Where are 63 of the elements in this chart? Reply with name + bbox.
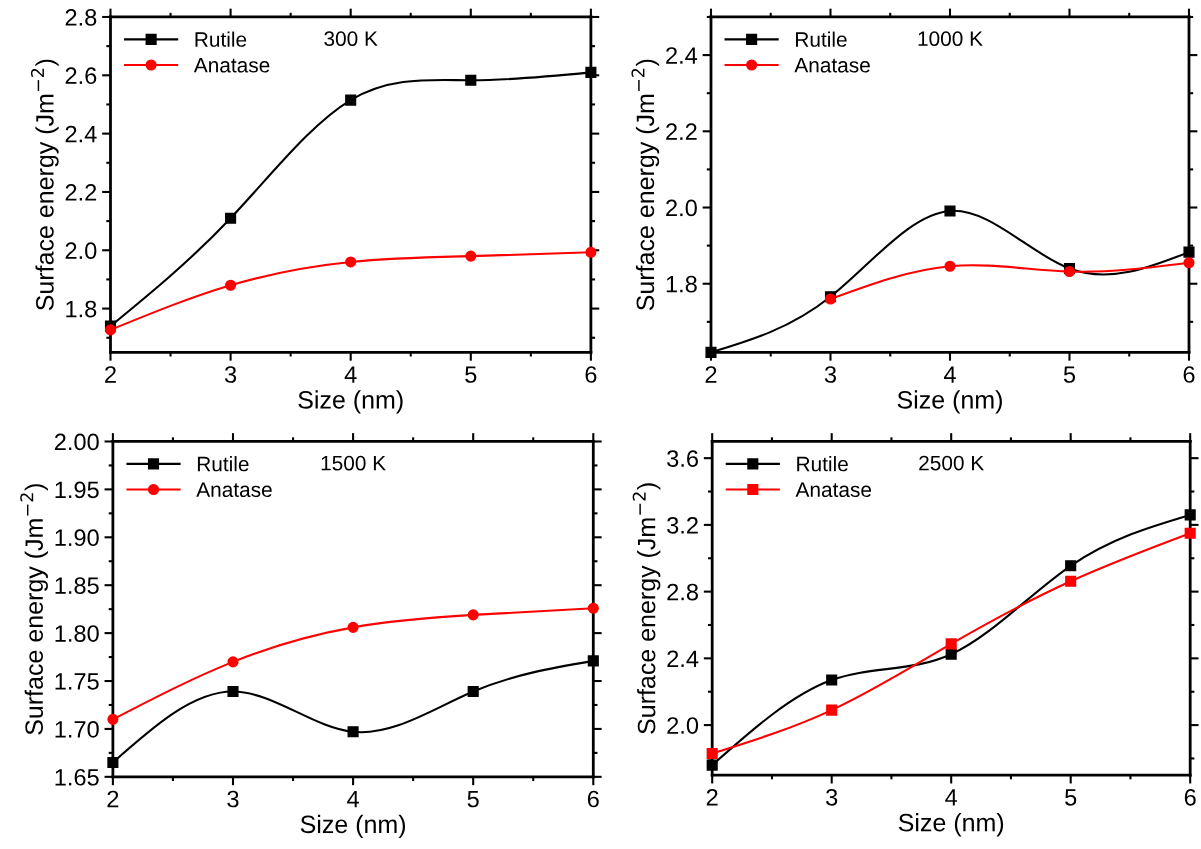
legend-label: Rutile — [796, 31, 847, 47]
x-tick-label: 3 — [826, 788, 838, 806]
y-tick-label: 1.95 — [55, 481, 99, 499]
x-tick-label: 5 — [1065, 789, 1077, 806]
x-tick-label: 3 — [224, 366, 237, 383]
y-tick-label: 2.8 — [667, 583, 698, 601]
x-tick-label: 2 — [107, 790, 119, 808]
x-axis-title: Size (nm) — [298, 390, 403, 414]
x-tick-label: 2 — [706, 788, 718, 806]
x-tick-label: 3 — [824, 366, 837, 383]
y-tick-label: 3.2 — [667, 516, 698, 534]
x-tick-label: 4 — [945, 789, 958, 806]
legend-label: Rutile — [197, 456, 249, 472]
y-tick-label: 3.6 — [667, 450, 698, 467]
y-tick-label: 2.4 — [667, 650, 699, 667]
x-tick-label: 4 — [344, 366, 357, 383]
y-tick-label: 2.0 — [666, 199, 697, 217]
y-tick-label: 2.4 — [666, 47, 698, 64]
y-tick-label: 2.8 — [65, 9, 97, 26]
x-tick-label: 6 — [1184, 788, 1196, 806]
legend-label: Anatase — [196, 482, 272, 498]
y-tick-label: 1.65 — [55, 768, 99, 786]
x-tick-label: 2 — [705, 366, 717, 383]
annotation: 1500 K — [321, 455, 386, 471]
y-tick-label: 1.80 — [55, 625, 99, 642]
legend-label: Anatase — [193, 58, 270, 73]
y-tick-label: 2.2 — [666, 123, 697, 140]
annotation: 300 K — [324, 31, 378, 47]
legend-label: Anatase — [794, 58, 870, 73]
y-tick-label: 2.0 — [667, 717, 699, 734]
x-axis-title: Size (nm) — [898, 813, 1004, 837]
x-axis-title: Size (nm) — [897, 390, 1002, 414]
x-tick-label: 2 — [105, 366, 116, 383]
y-axis-title: Surface energy (Jm$^{−2}$) — [20, 484, 48, 735]
y-tick-label: 2.00 — [54, 433, 99, 451]
x-tick-label: 6 — [587, 790, 599, 808]
x-tick-label: 6 — [1183, 366, 1195, 383]
y-axis-title: Surface energy (Jm$^{−2}$) — [30, 59, 59, 311]
y-tick-label: 1.70 — [55, 721, 99, 738]
y-tick-label: 1.85 — [55, 577, 99, 594]
y-tick-label: 2.2 — [65, 184, 97, 201]
x-axis-title: Size (nm) — [300, 814, 406, 839]
y-tick-label: 2.0 — [65, 242, 97, 260]
x-tick-label: 6 — [585, 366, 597, 383]
annotation: 2500 K — [919, 455, 984, 471]
x-tick-label: 5 — [1063, 366, 1076, 383]
x-tick-label: 4 — [943, 366, 956, 383]
legend-label: Anatase — [795, 482, 872, 498]
x-tick-label: 5 — [465, 366, 477, 383]
y-tick-label: 1.90 — [55, 529, 99, 547]
y-axis-title: Surface energy (Jm$^{−2}$) — [631, 59, 660, 311]
y-axis-title: Surface energy (Jm$^{−2}$) — [632, 483, 661, 734]
legend-label: Rutile — [797, 456, 848, 472]
x-tick-label: 5 — [467, 790, 479, 808]
y-tick-label: 2.4 — [65, 125, 97, 143]
x-tick-label: 4 — [347, 790, 359, 808]
legend-label: Rutile — [195, 31, 247, 47]
y-tick-label: 1.75 — [55, 673, 99, 690]
y-tick-label: 1.8 — [666, 275, 697, 293]
y-tick-label: 2.6 — [65, 67, 97, 85]
annotation: 1000 K — [918, 31, 983, 47]
y-tick-label: 1.8 — [66, 300, 97, 318]
x-tick-label: 3 — [227, 790, 239, 808]
